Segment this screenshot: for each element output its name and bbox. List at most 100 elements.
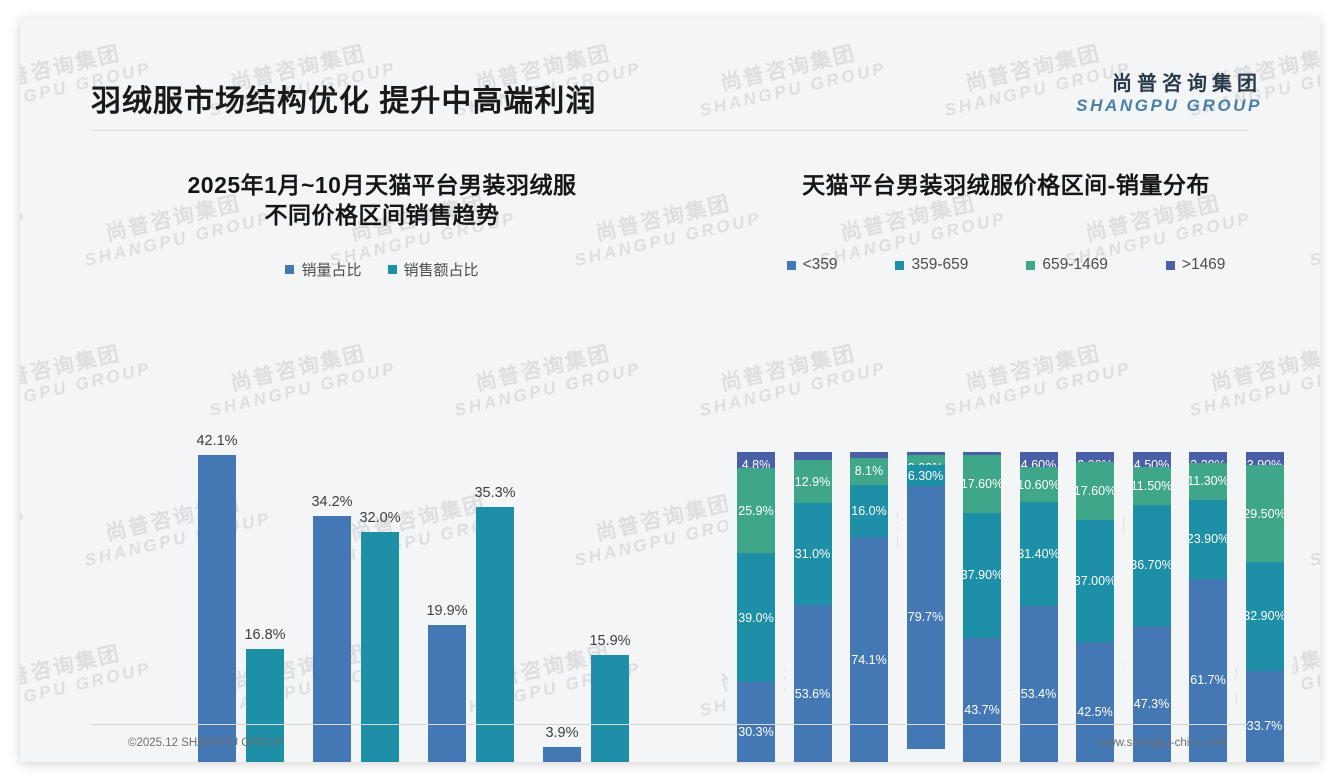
- stack-segment-M3-series-2[interactable]: 8.1%: [850, 457, 888, 485]
- left-chart-title-line1: 2025年1月~10月天猫平台男装羽绒服: [187, 172, 577, 198]
- stack-value-label: 31.40%: [1017, 546, 1060, 561]
- slide-header: 羽绒服市场结构优化 提升中高端利润 尚普咨询集团 SHANGPU GROUP: [20, 18, 1320, 128]
- bar-group->1469: 3.9% 15.9%: [527, 433, 645, 762]
- stack-segment-M7-series-2[interactable]: 17.60%: [1074, 461, 1116, 520]
- stack-segment-M5-series-0[interactable]: 43.7%: [963, 637, 1001, 762]
- legend-swatch-icon: [285, 264, 295, 274]
- stack-segment-M6-series-2[interactable]: 10.60%: [1017, 467, 1060, 503]
- footer-divider: [91, 724, 1248, 725]
- stack-segment-M7-series-0[interactable]: 42.5%: [1076, 641, 1114, 762]
- column-gap-mask: [1123, 448, 1133, 762]
- bar-value-label: 42.1%: [196, 433, 238, 450]
- stack-segment-M6-series-3[interactable]: 4.60%: [1019, 452, 1058, 472]
- stack-segment-M2-series-3[interactable]: 2.5%: [793, 452, 832, 472]
- column-gap-mask: [1057, 448, 1067, 762]
- column-gap-mask: [784, 448, 794, 762]
- stack-value-label: 30.3%: [738, 724, 774, 739]
- stack-segment-M1-series-0[interactable]: 30.3%: [737, 681, 775, 762]
- bar->1469-series-0[interactable]: 3.9%: [543, 725, 581, 762]
- left-chart-legend-item-0[interactable]: 销量占比: [285, 259, 362, 280]
- stack-value-label: 39.0%: [738, 610, 774, 625]
- stack-segment-M10-series-0[interactable]: 33.7%: [1245, 670, 1284, 762]
- stack-value-label: 12.9%: [794, 474, 831, 489]
- stack-segment-M7-series-1[interactable]: 37.00%: [1073, 519, 1117, 642]
- column-gap-mask: [1227, 448, 1236, 762]
- stack-value-label: 61.7%: [1190, 673, 1226, 688]
- stacked-column-M3: 1.8%8.1%16.0%74.1%: [850, 452, 888, 762]
- stack-segment-M5-series-1[interactable]: 37.90%: [961, 512, 1003, 638]
- legend-swatch-icon: [387, 264, 397, 274]
- bar-value-label: 3.9%: [545, 725, 579, 742]
- bar-359-659-series-0[interactable]: 34.2%: [311, 494, 353, 762]
- bar-659-1469-series-0[interactable]: 19.9%: [426, 603, 468, 762]
- right-chart-legend: <359 359-659 659-1469 >1469: [706, 256, 1306, 274]
- right-chart-legend-item-0[interactable]: <359: [786, 256, 838, 274]
- legend-swatch-icon: [1165, 260, 1175, 270]
- stack-segment-M10-series-2[interactable]: 29.50%: [1243, 464, 1286, 563]
- stack-segment-M9-series-1[interactable]: 23.90%: [1186, 499, 1230, 579]
- bar-group-359-659: 34.2% 32.0%: [297, 433, 415, 762]
- stack-value-label: 17.60%: [960, 476, 1004, 491]
- bar-359-659-series-1[interactable]: 32.0%: [359, 510, 401, 762]
- right-chart-legend-item-3[interactable]: >1469: [1165, 256, 1225, 274]
- stack-segment-M4-series-2[interactable]: 3.00%: [906, 455, 945, 475]
- legend-label: <359: [802, 256, 838, 274]
- stack-segment-M9-series-0[interactable]: 61.7%: [1189, 578, 1227, 762]
- stack-value-label: 53.4%: [1020, 686, 1057, 701]
- column-gap-mask: [1067, 448, 1076, 762]
- grouped-bar-plot-area: 42.1%16.8%<359(低价位)34.2%32.0%359-659(中低价…: [90, 433, 674, 762]
- bar-value-label: 15.9%: [589, 633, 631, 650]
- bar-<359-series-0[interactable]: 42.1%: [196, 433, 238, 762]
- bar-659-1469-series-1[interactable]: 35.3%: [474, 485, 516, 762]
- right-chart-legend-item-2[interactable]: 659-1469: [1026, 256, 1108, 274]
- footer-website: www.shangpu-china.com: [1099, 737, 1227, 749]
- column-gap-mask: [775, 448, 784, 762]
- right-chart-legend-item-1[interactable]: 359-659: [895, 256, 968, 274]
- bar-value-label: 16.8%: [244, 626, 286, 643]
- column-gap-mask: [897, 448, 907, 762]
- stacked-column-M9: 3.20% 11.30% 23.90% 61.7%: [1186, 452, 1230, 762]
- footer-copyright: ©2025.12 SHANGPU GROUP: [128, 737, 284, 749]
- stack-segment-M1-series-3[interactable]: 4.8%: [737, 452, 775, 472]
- stack-segment-M8-series-1[interactable]: 36.70%: [1130, 504, 1173, 626]
- stack-segment-M3-series-0[interactable]: 74.1%: [850, 537, 888, 762]
- stack-segment-M1-series-1[interactable]: 39.0%: [737, 553, 775, 682]
- stack-segment-M3-series-1[interactable]: 16.0%: [850, 484, 888, 538]
- column-gap-mask: [841, 448, 850, 762]
- stack-value-label: 79.7%: [907, 610, 944, 625]
- stack-segment-M8-series-0[interactable]: 47.3%: [1132, 625, 1171, 762]
- stack-segment-M8-series-3[interactable]: 4.50%: [1132, 452, 1171, 472]
- stack-segment-M8-series-2[interactable]: 11.50%: [1131, 466, 1172, 505]
- stack-segment-M2-series-0[interactable]: 53.6%: [793, 605, 832, 762]
- stack-segment-M9-series-2[interactable]: 11.30%: [1187, 462, 1229, 500]
- stack-segment-M1-series-2[interactable]: 25.9%: [737, 467, 775, 554]
- stack-segment-M6-series-1[interactable]: 31.40%: [1017, 502, 1060, 606]
- left-chart-title-line2: 不同价格区间销售趋势: [264, 202, 500, 229]
- stack-segment-M6-series-0[interactable]: 53.4%: [1019, 605, 1058, 762]
- column-gap-mask: [1236, 448, 1246, 762]
- stack-segment-M10-series-1[interactable]: 32.90%: [1243, 562, 1286, 671]
- stack-segment-M4-series-1[interactable]: 6.30%: [906, 465, 945, 486]
- stack-value-label: 23.90%: [1186, 532, 1230, 547]
- stacked-column-M1: 4.8% 25.9% 39.0% 30.3%: [737, 452, 775, 762]
- header-divider: [91, 130, 1248, 131]
- bar-<359-series-1[interactable]: 16.8%: [244, 627, 286, 762]
- bar->1469-series-1[interactable]: 15.9%: [589, 633, 631, 762]
- left-chart-legend: 销量占比 销售额占比: [76, 259, 688, 280]
- left-chart-legend-item-1[interactable]: 销售额占比: [387, 259, 479, 280]
- bar-value-label: 32.0%: [359, 510, 401, 527]
- stack-value-label: 36.70%: [1130, 558, 1173, 573]
- stacked-column-M7: 2.90% 17.60% 37.00% 42.5%: [1073, 452, 1117, 762]
- stack-segment-M9-series-3[interactable]: 3.20%: [1189, 452, 1227, 472]
- stack-segment-M10-series-3[interactable]: 3.90%: [1245, 452, 1284, 472]
- stack-segment-M2-series-2[interactable]: 12.9%: [793, 460, 832, 503]
- stack-value-label: 37.00%: [1073, 573, 1117, 588]
- stack-segment-M2-series-1[interactable]: 31.0%: [793, 502, 832, 606]
- company-logo: 尚普咨询集团 SHANGPU GROUP: [1076, 73, 1262, 116]
- stack-segment-M4-series-0[interactable]: 79.7%: [906, 485, 945, 749]
- chart-panel-price-band-share: 2025年1月~10月天猫平台男装羽绒服 不同价格区间销售趋势 销量占比 销售额占…: [76, 148, 688, 762]
- stack-segment-M7-series-3[interactable]: 2.90%: [1076, 452, 1114, 472]
- stack-value-label: 8.1%: [854, 464, 884, 479]
- stack-segment-M5-series-2[interactable]: 17.60%: [960, 454, 1004, 513]
